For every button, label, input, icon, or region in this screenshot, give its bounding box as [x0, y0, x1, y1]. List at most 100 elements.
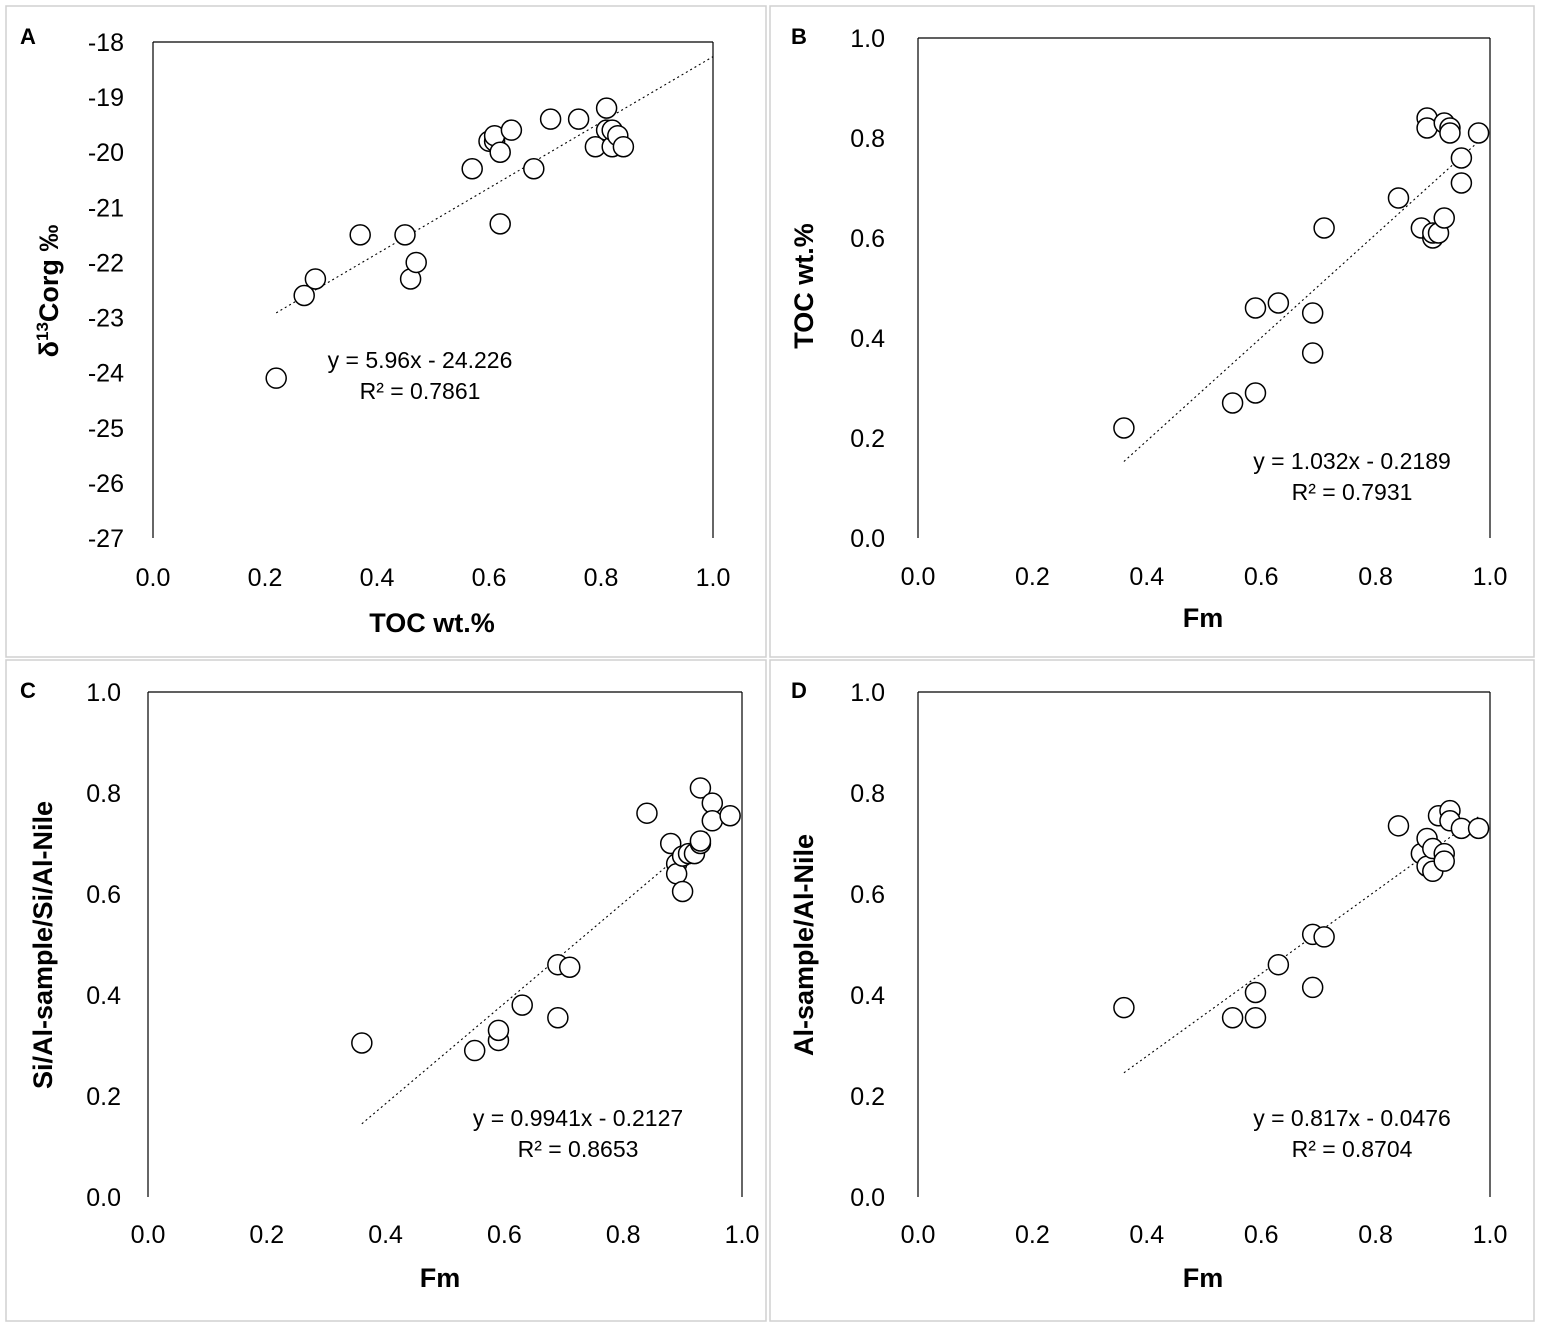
data-point [1433, 207, 1455, 229]
panel-letter: C [20, 678, 36, 703]
y-tick-label: 0.6 [850, 225, 885, 253]
data-point [689, 777, 712, 799]
data-point [461, 158, 483, 180]
data-point [1467, 122, 1490, 144]
x-tick-label: 1.0 [1473, 1221, 1508, 1249]
data-point [1301, 302, 1324, 324]
y-tick-label: 0.6 [86, 881, 121, 909]
y-tick-label: -23 [88, 305, 124, 333]
data-point [1244, 981, 1267, 1004]
data-point [701, 810, 724, 832]
x-axis-label: Fm [1183, 1263, 1224, 1293]
y-axis-label: Al-sample/Al-Nile [789, 834, 819, 1056]
y-tick-label: 1.0 [86, 679, 121, 707]
data-point [1244, 382, 1267, 404]
y-label-superscript: 13 [33, 322, 52, 341]
data-point [1244, 297, 1267, 319]
x-tick-label: 0.2 [249, 1221, 284, 1249]
plot-area: 0.0 0.2 0.4 0.6 0.8 1.0 1.0 0.8 0.6 0.4 0.2 0.0 [850, 25, 1507, 591]
data-point [463, 1039, 486, 1062]
y-tick-label: 0.4 [86, 982, 121, 1010]
x-tick-label: 0.4 [1129, 563, 1164, 591]
y-tick-label: 0.4 [850, 982, 885, 1010]
panel-b: B 0.0 0.2 0.4 0.6 0.8 1.0 1.0 0.8 0.6 0.4 0.2 0.0 F… [769, 5, 1535, 658]
x-tick-label: 0.6 [472, 564, 507, 592]
x-axis-label: Fm [420, 1263, 461, 1293]
x-tick-label: 0.2 [1015, 1221, 1050, 1249]
data-point [304, 268, 327, 290]
y-tick-label: -22 [88, 249, 124, 277]
data-point [405, 251, 427, 274]
y-tick-label: 0.6 [850, 881, 885, 909]
y-tick-label: 0.8 [86, 780, 121, 808]
r-squared: R² = 0.8653 [518, 1136, 639, 1162]
y-tick-label: -24 [88, 360, 124, 388]
y-tick-label: 1.0 [850, 679, 885, 707]
y-tick-label: 0.2 [850, 425, 885, 453]
data-point [1267, 953, 1290, 976]
data-point [293, 284, 315, 307]
panel-d: D 0.0 0.2 0.4 0.6 0.8 1.0 1.0 0.8 0.6 0.4 0.2 0.0 F… [769, 659, 1535, 1322]
plot-area: 0.0 0.2 0.4 0.6 0.8 1.0 -18 -19 -20 -21 -22 -23 -24 -… [88, 29, 731, 592]
y-tick-label: 0.0 [86, 1184, 121, 1212]
x-axis-label: Fm [1183, 603, 1224, 633]
data-point [567, 108, 590, 130]
y-tick-label: -18 [88, 29, 124, 57]
data-point [1387, 187, 1410, 209]
y-tick-label: 0.2 [86, 1083, 121, 1111]
y-tick-label: -25 [88, 415, 124, 443]
x-tick-label: 0.8 [1358, 1221, 1393, 1249]
y-axis-label: Si/Al-sample/Si/Al-Nile [28, 801, 58, 1089]
x-tick-label: 0.8 [606, 1221, 641, 1249]
x-tick-label: 0.2 [248, 564, 283, 592]
x-tick-label: 1.0 [725, 1221, 760, 1249]
data-point [595, 97, 618, 119]
data-point [1313, 926, 1335, 948]
data-point [612, 135, 635, 158]
data-point [558, 956, 581, 978]
data-point [1301, 976, 1324, 999]
data-point [523, 158, 545, 180]
x-tick-label: 0.8 [584, 564, 619, 592]
x-tick-label: 0.8 [1358, 563, 1393, 591]
data-point [349, 224, 371, 246]
x-tick-label: 0.4 [1129, 1221, 1164, 1249]
data-point [265, 367, 287, 389]
x-tick-label: 0.4 [360, 564, 395, 592]
data-point [636, 802, 658, 824]
x-tick-label: 0.0 [136, 564, 171, 592]
y-tick-label: 0.8 [850, 125, 885, 153]
y-tick-label: 0.2 [850, 1083, 885, 1111]
r-squared: R² = 0.7931 [1292, 479, 1413, 505]
y-tick-label: 0.0 [850, 1184, 885, 1212]
data-point [671, 880, 694, 903]
panel-letter: D [791, 678, 807, 703]
x-tick-label: 0.0 [901, 563, 936, 591]
data-point [1113, 417, 1135, 439]
data-point [1439, 122, 1461, 144]
data-point [539, 108, 562, 130]
trendline-equation: y = 1.032x - 0.2189 [1253, 448, 1451, 474]
plot-area: 0.0 0.2 0.4 0.6 0.8 1.0 1.0 0.8 0.6 0.4 0.2 0.0 [86, 679, 759, 1249]
data-point [1433, 850, 1455, 872]
data-point [1313, 217, 1335, 239]
x-tick-label: 1.0 [696, 564, 731, 592]
x-axis-label: TOC wt.% [369, 608, 495, 638]
y-tick-label: 1.0 [850, 25, 885, 53]
data-point [1267, 292, 1290, 314]
y-tick-label: -26 [88, 470, 124, 498]
data-point [489, 213, 511, 235]
y-tick-label: 0.8 [850, 780, 885, 808]
r-squared: R² = 0.7861 [360, 378, 481, 404]
x-tick-label: 0.0 [131, 1221, 166, 1249]
x-tick-label: 0.6 [1244, 1221, 1279, 1249]
y-tick-label: -20 [88, 139, 124, 167]
trendline [275, 56, 714, 314]
panel-c: C 0.0 0.2 0.4 0.6 0.8 1.0 1.0 0.8 0.6 0.4 0.2 0.0 F… [5, 659, 767, 1322]
data-point [487, 1019, 510, 1042]
data-point [547, 1006, 569, 1029]
data-point [351, 1032, 373, 1054]
y-tick-label: -21 [88, 194, 124, 222]
trendline-equation: y = 5.96x - 24.226 [328, 347, 513, 373]
